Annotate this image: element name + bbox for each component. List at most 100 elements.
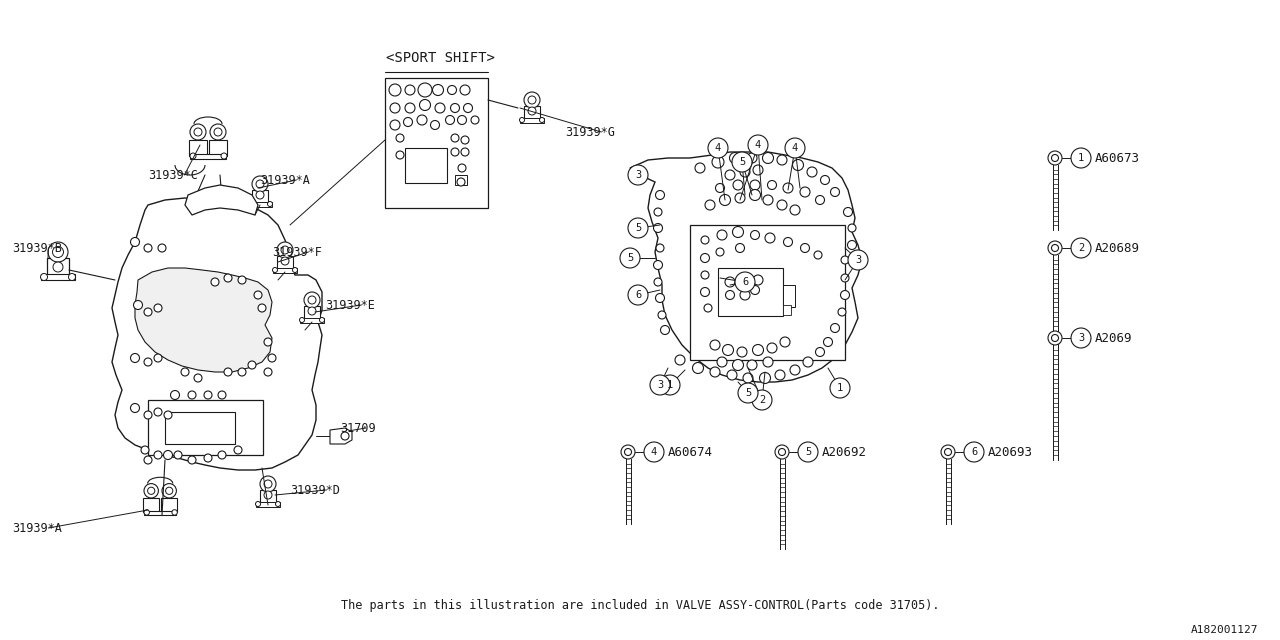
Text: A182001127: A182001127 (1190, 625, 1258, 635)
Circle shape (145, 308, 152, 316)
Circle shape (256, 502, 261, 506)
Circle shape (742, 373, 753, 383)
Text: 2: 2 (1078, 243, 1084, 253)
Circle shape (154, 451, 163, 459)
Circle shape (390, 120, 401, 130)
FancyBboxPatch shape (690, 225, 845, 360)
Circle shape (726, 291, 735, 300)
Circle shape (768, 180, 777, 189)
Circle shape (844, 207, 852, 216)
Circle shape (790, 205, 800, 215)
Circle shape (739, 383, 758, 403)
Text: 31939*E: 31939*E (325, 298, 375, 312)
Circle shape (800, 187, 810, 197)
FancyBboxPatch shape (161, 498, 178, 513)
Circle shape (420, 99, 430, 111)
Circle shape (803, 357, 813, 367)
Circle shape (461, 148, 468, 156)
Circle shape (52, 262, 63, 272)
Text: 6: 6 (635, 290, 641, 300)
Circle shape (195, 128, 202, 136)
Circle shape (701, 236, 709, 244)
Circle shape (154, 354, 163, 362)
Circle shape (145, 456, 152, 464)
Circle shape (430, 120, 439, 129)
Circle shape (188, 391, 196, 399)
Circle shape (221, 153, 227, 159)
Circle shape (753, 275, 763, 285)
Circle shape (831, 188, 840, 196)
Text: 4: 4 (755, 140, 762, 150)
Circle shape (628, 218, 648, 238)
Circle shape (700, 253, 709, 262)
Circle shape (727, 370, 737, 380)
Circle shape (748, 153, 756, 163)
Circle shape (396, 151, 404, 159)
Text: 4: 4 (714, 143, 721, 153)
Circle shape (820, 175, 829, 184)
Circle shape (458, 164, 466, 172)
Circle shape (195, 374, 202, 382)
Circle shape (224, 274, 232, 282)
Circle shape (529, 96, 536, 104)
FancyBboxPatch shape (248, 202, 273, 207)
Circle shape (654, 260, 663, 269)
Circle shape (654, 208, 662, 216)
Circle shape (620, 248, 640, 268)
Circle shape (460, 85, 470, 95)
Text: A2069: A2069 (1094, 332, 1133, 344)
Circle shape (252, 176, 268, 192)
Circle shape (264, 338, 273, 346)
Circle shape (750, 230, 759, 239)
Circle shape (264, 480, 273, 488)
Circle shape (448, 86, 457, 95)
Circle shape (238, 368, 246, 376)
Text: 3: 3 (657, 380, 663, 390)
Circle shape (264, 368, 273, 376)
Circle shape (849, 250, 868, 270)
Circle shape (163, 484, 177, 498)
Circle shape (753, 344, 763, 355)
FancyBboxPatch shape (783, 305, 791, 315)
Circle shape (763, 357, 773, 367)
Circle shape (740, 290, 750, 300)
Circle shape (1071, 238, 1091, 258)
Circle shape (705, 200, 716, 210)
Circle shape (145, 509, 150, 515)
Circle shape (792, 159, 804, 170)
Circle shape (722, 344, 733, 355)
Circle shape (831, 323, 840, 333)
Circle shape (457, 115, 466, 125)
Circle shape (806, 167, 817, 177)
FancyBboxPatch shape (41, 274, 76, 280)
Circle shape (1051, 154, 1059, 161)
Circle shape (275, 502, 280, 506)
Circle shape (815, 348, 824, 356)
Circle shape (234, 446, 242, 454)
Text: 6: 6 (742, 277, 748, 287)
Circle shape (273, 268, 278, 273)
Circle shape (305, 292, 320, 308)
Circle shape (404, 85, 415, 95)
Circle shape (520, 118, 525, 122)
Circle shape (658, 311, 666, 319)
Circle shape (941, 445, 955, 459)
Circle shape (308, 307, 316, 315)
Circle shape (736, 243, 745, 253)
Circle shape (451, 104, 460, 113)
Circle shape (457, 178, 465, 186)
Text: 3: 3 (635, 170, 641, 180)
Circle shape (841, 274, 849, 282)
Circle shape (748, 360, 756, 370)
Circle shape (1048, 151, 1062, 165)
Circle shape (815, 195, 824, 205)
Text: 3: 3 (1078, 333, 1084, 343)
Circle shape (189, 153, 196, 159)
Text: A60674: A60674 (668, 445, 713, 458)
Circle shape (131, 237, 140, 246)
Text: 5: 5 (745, 388, 751, 398)
FancyBboxPatch shape (273, 268, 297, 273)
Circle shape (256, 180, 264, 188)
Circle shape (131, 403, 140, 413)
FancyBboxPatch shape (524, 106, 540, 120)
